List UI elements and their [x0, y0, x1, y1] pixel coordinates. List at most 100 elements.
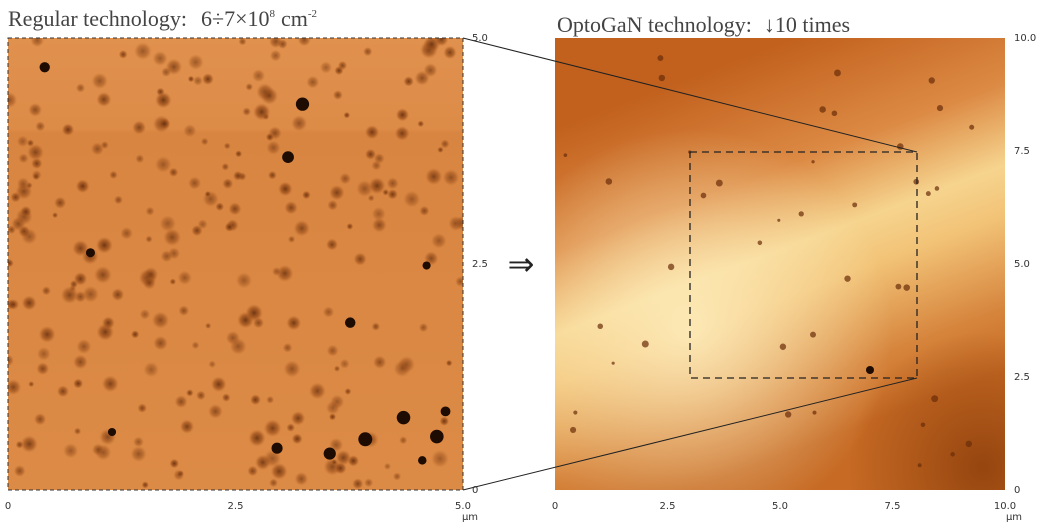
zoom-line: [462, 37, 918, 153]
surface-pit: [779, 343, 787, 350]
surface-pit: [210, 376, 227, 393]
tick-label: 5.0: [1014, 259, 1030, 270]
surface-pit: [282, 342, 293, 353]
surface-pit: [333, 365, 341, 372]
surface-pit: [641, 340, 649, 348]
left-title: Regular technology: 6÷7×108 cm-2: [8, 6, 317, 31]
surface-pit: [454, 215, 463, 231]
surface-pit: [395, 108, 410, 122]
surface-pit: [8, 354, 15, 367]
surface-pit: [100, 141, 109, 150]
surface-pit: [302, 190, 311, 200]
right-title-text: OptoGaN technology:: [557, 12, 752, 37]
surface-pit: [158, 117, 171, 130]
tick-label: 2.5: [228, 501, 244, 512]
surface-pit: [8, 258, 14, 268]
surface-pit: [16, 135, 29, 148]
surface-pit: [168, 167, 179, 178]
right-scan-shade: [555, 38, 1005, 490]
surface-pit: [135, 154, 145, 164]
surface-pit: [18, 153, 29, 164]
surface-pit: [41, 286, 51, 296]
surface-pit: [269, 49, 282, 62]
surface-pit: [440, 406, 451, 417]
surface-pit: [913, 178, 920, 185]
density-exponent: 8: [270, 8, 276, 20]
surface-pit: [10, 191, 21, 203]
surface-pit: [418, 322, 429, 333]
surface-pit: [269, 478, 278, 488]
tick-label: 2.5: [472, 259, 488, 270]
surface-pit: [145, 206, 155, 216]
tick-label: 5.0: [472, 33, 488, 44]
density-unit: cm: [281, 6, 308, 31]
surface-pit: [331, 459, 338, 466]
surface-pit: [368, 177, 386, 195]
surface-pit: [20, 435, 38, 453]
surface-pit: [328, 413, 337, 421]
surface-pit: [131, 330, 140, 339]
surface-pit: [118, 50, 128, 59]
surface-pit: [287, 235, 296, 243]
surface-pit: [8, 225, 16, 235]
surface-pit: [183, 123, 197, 138]
surface-pit: [950, 452, 955, 457]
surface-pit: [151, 311, 170, 329]
surface-pit: [253, 103, 271, 121]
surface-pit: [95, 236, 113, 254]
surface-pit: [36, 346, 51, 361]
surface-pit: [205, 322, 212, 329]
surface-pit: [339, 358, 350, 369]
surface-pit: [290, 411, 306, 426]
surface-pit: [269, 38, 283, 49]
surface-pit: [371, 217, 387, 233]
surface-pit: [658, 74, 666, 82]
surface-pit: [844, 275, 851, 282]
surface-pit: [344, 317, 356, 328]
surface-pit: [306, 75, 320, 89]
surface-pit: [386, 177, 399, 190]
tick-label: 7.5: [885, 501, 901, 512]
surface-pit: [917, 463, 922, 468]
surface-pit: [700, 192, 707, 199]
surface-pit: [319, 61, 333, 74]
surface-pit: [811, 160, 815, 164]
surface-pit: [365, 148, 377, 160]
surface-pit: [137, 403, 148, 413]
tick-label: μm: [462, 512, 478, 522]
surface-pit: [242, 107, 252, 117]
density-unit-exponent: -2: [308, 8, 317, 20]
surface-pit: [113, 195, 123, 205]
surface-pit: [76, 338, 92, 355]
surface-pit: [278, 181, 293, 197]
surface-pit: [142, 276, 156, 290]
surface-pit: [31, 157, 43, 170]
surface-pit: [969, 124, 975, 130]
surface-pit: [343, 111, 351, 119]
surface-pit: [295, 97, 310, 111]
surface-pit: [221, 393, 231, 402]
surface-pit: [895, 283, 902, 290]
surface-pit: [903, 284, 910, 291]
surface-pit: [834, 69, 841, 77]
tick-label: 10.0: [1014, 33, 1036, 44]
surface-pit: [229, 337, 247, 355]
surface-pit: [72, 239, 89, 257]
surface-pit: [266, 140, 281, 155]
surface-pit: [777, 218, 781, 222]
surface-pit: [30, 38, 45, 48]
surface-pit: [810, 331, 816, 338]
surface-pit: [54, 196, 67, 209]
surface-pit: [69, 280, 78, 289]
surface-pit: [284, 200, 298, 215]
surface-pit: [250, 394, 261, 406]
surface-pit: [928, 77, 935, 84]
surface-pit: [396, 410, 411, 425]
surface-pit: [75, 83, 86, 93]
surface-pit: [235, 150, 243, 158]
surface-pit: [16, 177, 30, 191]
surface-pit: [611, 361, 615, 365]
surface-pit: [434, 38, 449, 47]
surface-pit: [200, 137, 209, 146]
surface-pit: [143, 361, 159, 378]
